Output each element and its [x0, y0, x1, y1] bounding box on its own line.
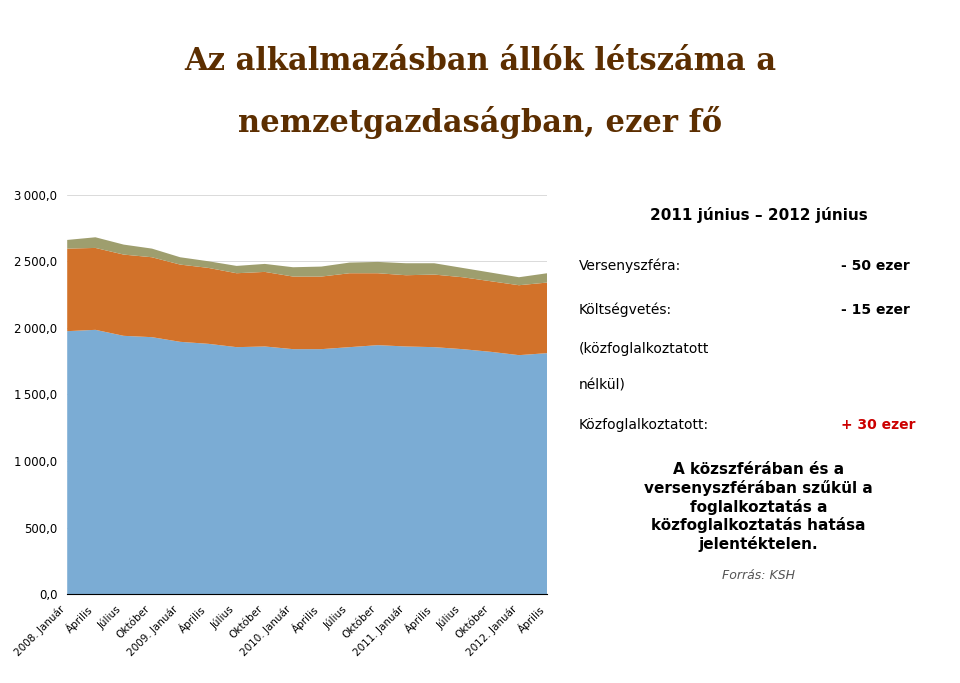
Text: Közfoglalkoztatott:: Közfoglalkoztatott: [579, 419, 708, 432]
Text: nélkül): nélkül) [579, 378, 626, 393]
Text: Költségvetés:: Költségvetés: [579, 303, 672, 317]
Text: Versenyszféra:: Versenyszféra: [579, 259, 681, 273]
Text: 2011 június – 2012 június: 2011 június – 2012 június [650, 207, 867, 223]
Text: (közfoglalkoztatott: (közfoglalkoztatott [579, 342, 709, 357]
Text: nemzetgazdaságban, ezer fő: nemzetgazdaságban, ezer fő [238, 107, 722, 139]
Text: Az alkalmazásban állók létszáma a: Az alkalmazásban állók létszáma a [184, 46, 776, 77]
Text: A közszférában és a
versenyszférában szűkül a
foglalkoztatás a
közfoglalkoztatás: A közszférában és a versenyszférában szű… [644, 462, 873, 552]
Text: Forrás: KSH: Forrás: KSH [722, 569, 795, 582]
Text: + 30 ezer: + 30 ezer [841, 419, 915, 432]
Text: 6: 6 [22, 159, 34, 177]
Text: - 50 ezer: - 50 ezer [841, 259, 909, 273]
Text: - 15 ezer: - 15 ezer [841, 303, 910, 316]
